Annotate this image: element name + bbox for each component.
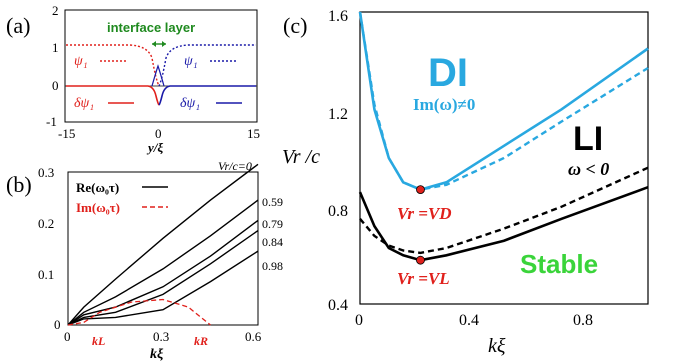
panel-c-curves: [358, 11, 649, 265]
panel-b-axes: 0.3 0.2 0.1 0 0 0.3 0.6 kξ: [38, 165, 262, 362]
panel-a-xtick-0: 0: [155, 126, 162, 141]
panel-b-ytick-01: 0.1: [38, 267, 54, 282]
panel-b-curve-label-098: 0.98: [262, 259, 283, 273]
panel-b-top-label: Vr/c=0: [218, 159, 252, 173]
panel-a-legend-dpsi1-right: δψ₁: [180, 96, 200, 111]
panel-b-label: (b): [6, 172, 32, 197]
panel-c-ytick-12: 1.2: [328, 106, 348, 123]
panel-c-region-LI-condition: ω < 0: [568, 159, 609, 179]
panel-a-legend-psi1-right: ψ₁: [184, 54, 198, 69]
panel-c-ylabel: Vr /c: [282, 146, 320, 168]
panel-b-legend-im: Im(ω₀τ): [76, 200, 120, 215]
panel-b-curves: [67, 163, 259, 326]
panel-a-legend-psi1-left: ψ₁: [74, 54, 88, 69]
panel-c-xtick-0: 0: [355, 312, 363, 329]
panel-a-interface-arrow: [152, 41, 166, 47]
panel-a-ytick-2: 2: [52, 3, 59, 18]
panel-c-ytick-08: 0.8: [328, 203, 348, 220]
panel-b-ytick-0: 0: [54, 317, 61, 332]
panel-c-xlabel: kξ: [488, 335, 506, 357]
panel-a-ytick-m1: -1: [46, 114, 57, 129]
panel-b-series-2: [67, 219, 259, 326]
panel-b-series-5: [67, 298, 211, 326]
panel-b-legend-re: Re(ω₀τ): [76, 180, 119, 195]
panel-a-dpsi1-right-curve: [158, 85, 256, 106]
panel-c-region-stable: Stable: [520, 249, 598, 279]
panel-c-point-1: [416, 255, 425, 265]
panel-b-ytick-03: 0.3: [38, 165, 54, 180]
panel-c-xtick-08: 0.8: [573, 312, 593, 329]
panel-a-xtick-15: 15: [247, 126, 260, 141]
panel-b-xtick-06: 0.6: [245, 329, 262, 344]
panel-b-series-1: [67, 199, 259, 326]
panel-c-region-DI: DI: [428, 51, 468, 95]
panel-b-xtick-0: 0: [64, 329, 71, 344]
panel-c-ytick-04: 0.4: [328, 297, 348, 314]
panel-a-interface-label: interface layer: [107, 20, 195, 35]
panel-c-series-1: [358, 11, 649, 191]
panel-c-point-L-label: Vr =VL: [397, 269, 450, 288]
panel-c-region-DI-condition: Im(ω)≠0: [413, 95, 475, 114]
panel-a-ytick-1: 1: [52, 40, 59, 55]
panel-a-xlabel: y/ξ: [146, 140, 163, 155]
panel-b-series-3: [67, 230, 259, 326]
panel-b-curve-label-059: 0.59: [262, 195, 283, 209]
panel-a-psi1-right-curve: [158, 44, 256, 87]
panel-b-curve-label-084: 0.84: [262, 235, 283, 249]
panel-b-curve-label-079: 0.79: [262, 217, 283, 231]
panel-c-ytick-16: 1.6: [328, 8, 348, 25]
panel-c-point-D-label: Vr =VD: [397, 204, 452, 223]
panel-b-kL-label: kL: [92, 334, 105, 348]
panel-a-xtick-m15: -15: [58, 126, 75, 141]
panel-b-series-0: [67, 163, 259, 326]
panel-a-bump-curve: [151, 64, 165, 87]
panel-c-xtick-04: 0.4: [459, 312, 479, 329]
panel-a-label: (a): [6, 13, 30, 38]
panel-b-series-4: [67, 250, 259, 326]
panel-c-region-LI: LI: [573, 120, 603, 158]
panel-b-ytick-02: 0.2: [38, 216, 54, 231]
panel-b-xlabel: kξ: [150, 347, 164, 362]
panel-a-ytick-0: 0: [52, 78, 59, 93]
panel-c-axes: 1.6 1.2 0.8 0.4 0 0.4 0.8 kξ Vr /c: [282, 8, 649, 357]
panel-b-kR-label: kR: [194, 334, 208, 348]
panel-c-series-2: [359, 166, 649, 255]
panel-c-label: (c): [283, 13, 307, 38]
panel-b-xtick-03: 0.3: [153, 329, 169, 344]
panel-c-point-0: [416, 185, 425, 195]
panel-a-dpsi1-left-curve: [66, 85, 160, 106]
panel-a-legend-dpsi1-left: δψ₁: [74, 96, 94, 111]
